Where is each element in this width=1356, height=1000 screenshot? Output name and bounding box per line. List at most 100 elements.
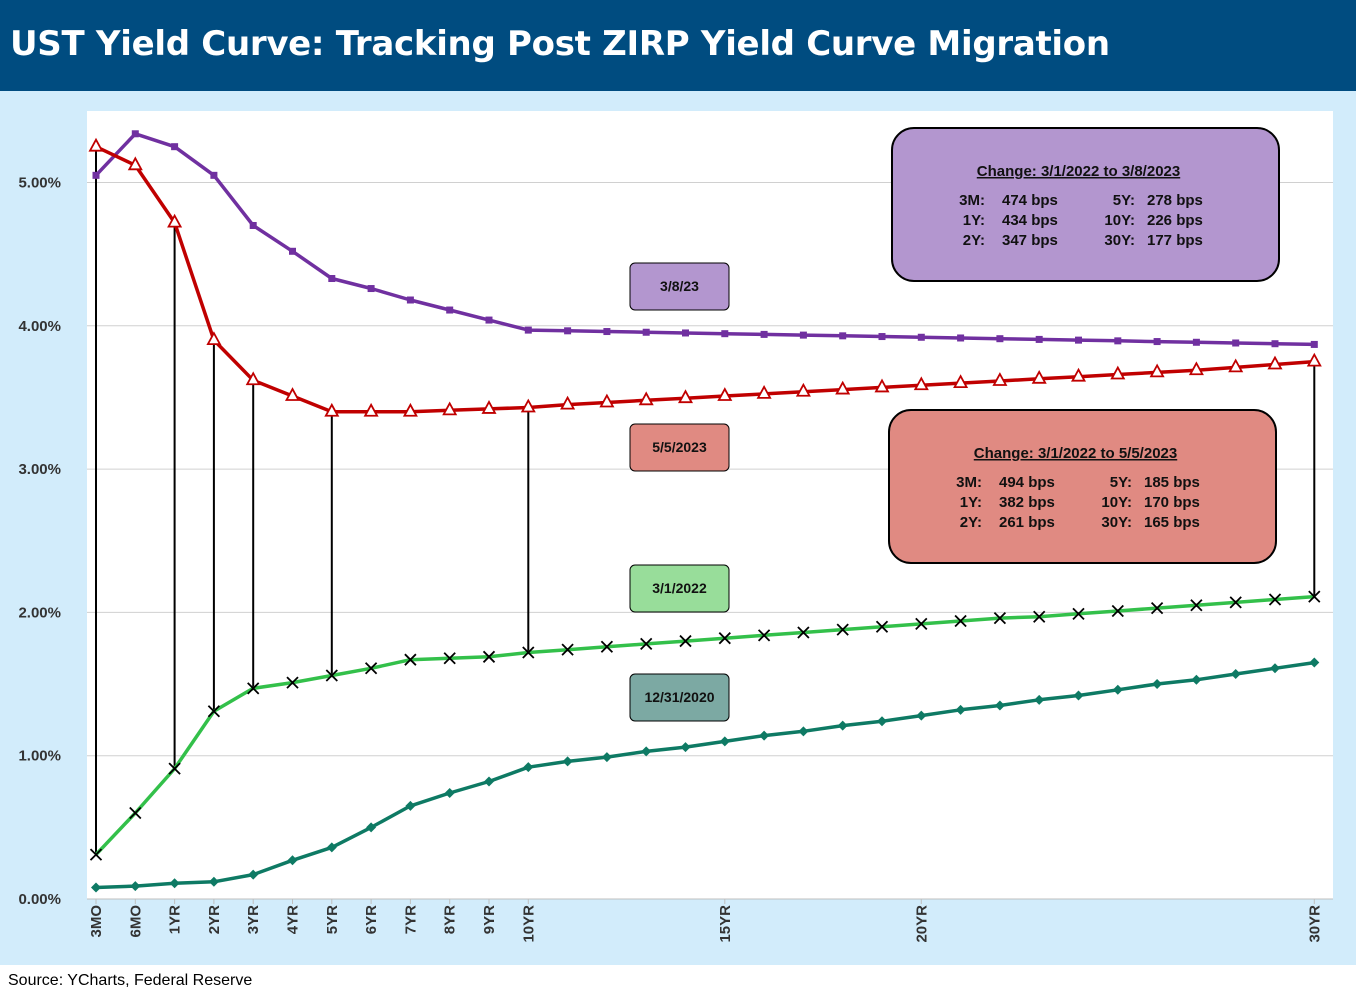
data-point <box>717 387 733 401</box>
data-point <box>286 676 299 689</box>
data-point <box>640 637 653 651</box>
data-point <box>913 376 929 391</box>
data-point <box>127 156 143 171</box>
change-markers <box>95 146 1316 855</box>
data-point <box>677 389 694 404</box>
annotation-box: Change: 3/1/2022 to 3/8/2023 3M: 474 bps 5Y… <box>891 127 1280 282</box>
data-point <box>442 401 458 416</box>
data-point <box>1150 601 1164 615</box>
series-12-31-2020 <box>91 657 1320 893</box>
series-tag-label: 5/5/2023 <box>652 439 707 455</box>
data-point <box>562 756 573 767</box>
data-point <box>837 720 848 731</box>
data-point <box>797 626 810 639</box>
data-point <box>208 876 219 887</box>
data-point <box>364 662 378 675</box>
x-tick-label: 9YR <box>481 905 498 934</box>
y-tick-label: 0.00% <box>18 891 61 908</box>
data-point <box>1031 369 1047 384</box>
data-point <box>680 742 691 753</box>
data-point <box>1112 684 1123 695</box>
data-point <box>1191 674 1202 685</box>
annotation-label: 1Y: <box>963 212 985 229</box>
annotation-label: 3M: <box>956 474 982 491</box>
data-point <box>245 371 261 386</box>
data-point <box>324 402 340 417</box>
y-tick-label: 2.00% <box>18 604 61 621</box>
data-point <box>1270 663 1280 674</box>
data-point <box>1034 694 1045 705</box>
data-point <box>406 296 414 304</box>
series-line <box>94 594 1315 856</box>
y-axis: 0.00% 1.00% 2.00% 3.00% 4.00% 5.00% <box>18 175 1333 908</box>
series-labels: 3/8/23 5/5/2023 3/1/2022 12/31/2020 <box>629 262 730 722</box>
series-tag: 3/1/2022 <box>629 564 730 613</box>
data-point <box>92 171 100 179</box>
data-point <box>249 221 257 229</box>
data-point <box>207 705 221 718</box>
data-point <box>1033 610 1046 623</box>
data-point <box>481 400 497 414</box>
data-point <box>874 378 890 393</box>
data-point <box>599 393 615 408</box>
data-point <box>799 331 807 339</box>
annotation-title: Change: 3/1/2022 to 3/8/2023 <box>977 163 1180 180</box>
data-point <box>957 334 965 342</box>
data-point <box>992 372 1008 386</box>
data-point <box>446 306 454 314</box>
series-3-8-23 <box>92 130 1318 348</box>
annotation-value: 347 bps <box>1002 232 1058 249</box>
series-tag-bg <box>629 673 730 722</box>
data-point <box>955 704 966 715</box>
data-point <box>877 716 887 727</box>
data-point <box>795 382 811 397</box>
x-tick-label: 6YR <box>363 905 380 934</box>
data-point <box>130 881 141 892</box>
series-tag: 12/31/2020 <box>629 673 730 722</box>
series-tag-label: 12/31/2020 <box>644 689 714 705</box>
data-point <box>1306 352 1322 367</box>
data-point <box>1271 340 1279 348</box>
data-point <box>171 143 179 151</box>
series-tag-bg <box>629 564 730 613</box>
annotation-value: 226 bps <box>1147 212 1203 229</box>
annotation-label: 2Y: <box>963 232 985 249</box>
y-tick-label: 5.00% <box>18 175 61 192</box>
data-point <box>878 333 886 341</box>
data-point <box>326 842 337 853</box>
series-3-1-2022 <box>89 590 1321 861</box>
data-point <box>1268 593 1282 606</box>
data-point <box>760 330 768 338</box>
series-5-5-2023 <box>88 137 1322 417</box>
data-point <box>719 736 730 747</box>
x-tick-label: 4YR <box>285 905 302 934</box>
x-tick-label: 3MO <box>88 905 105 938</box>
data-point <box>994 700 1005 711</box>
data-point <box>953 374 969 389</box>
data-point <box>289 247 296 255</box>
annotation-label: 10Y: <box>1104 212 1135 229</box>
data-point <box>1309 657 1320 668</box>
y-tick-label: 3.00% <box>18 461 61 478</box>
data-point <box>523 762 534 773</box>
data-point <box>131 130 139 138</box>
data-point <box>443 652 456 665</box>
data-point <box>603 328 611 336</box>
title-bar: UST Yield Curve: Tracking Post ZIRP Yiel… <box>0 0 1356 91</box>
annotation-value: 494 bps <box>999 474 1055 491</box>
annotation-label: 10Y: <box>1101 494 1132 511</box>
data-point <box>522 646 535 659</box>
data-point <box>560 395 576 410</box>
data-point <box>444 787 455 798</box>
data-point <box>404 653 417 666</box>
data-point <box>916 710 927 721</box>
data-point <box>169 878 180 889</box>
annotations: Change: 3/1/2022 to 3/8/2023 3M: 474 bps 5Y… <box>888 127 1280 564</box>
data-point <box>1229 596 1242 609</box>
annotation-label: 3M: <box>959 192 985 209</box>
source-note: Source: YCharts, Federal Reserve <box>8 972 253 989</box>
x-tick-label: 6MO <box>127 905 144 938</box>
series-tag-label: 3/1/2022 <box>652 580 707 596</box>
data-point <box>996 335 1004 343</box>
